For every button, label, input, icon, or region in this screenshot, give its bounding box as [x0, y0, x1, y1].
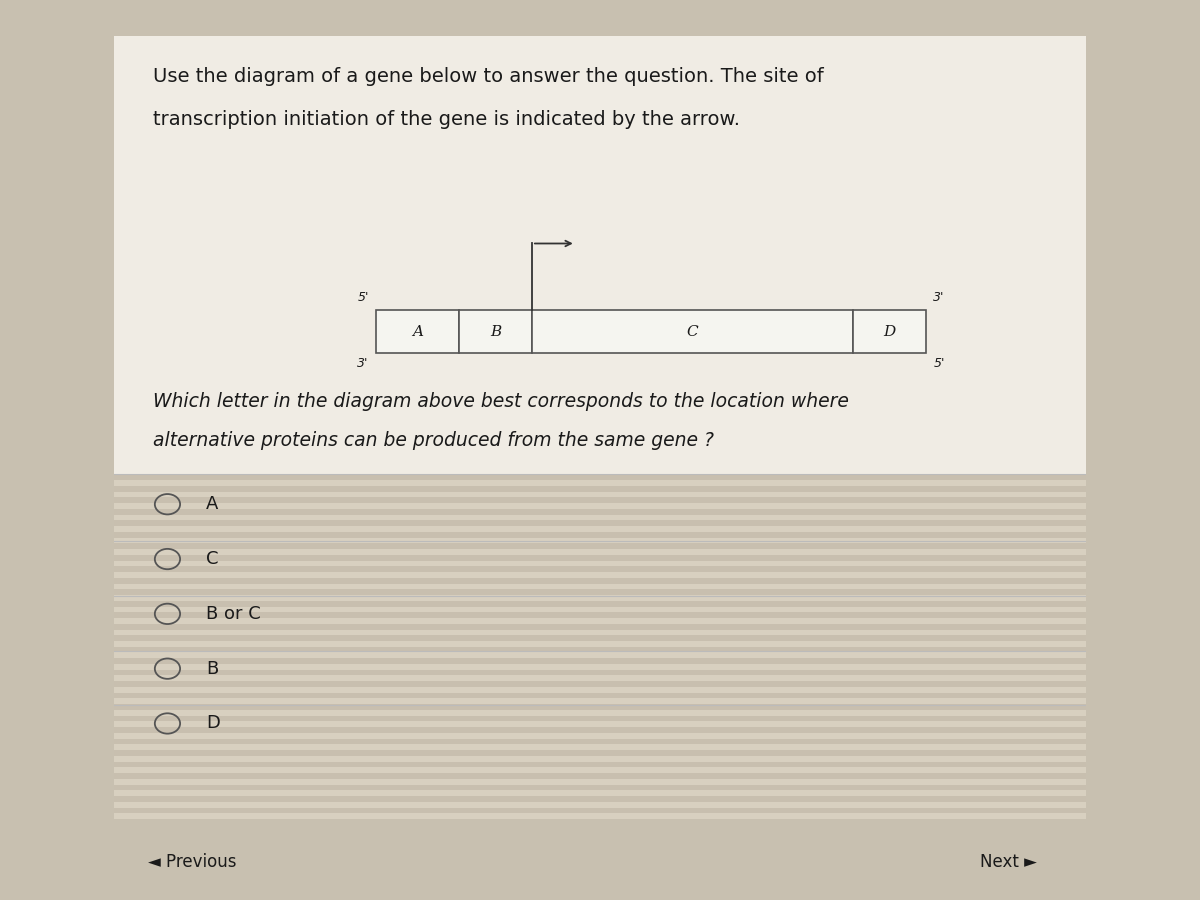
- Bar: [114, 693, 1086, 698]
- Text: 5': 5': [934, 357, 944, 370]
- Bar: [377, 310, 460, 353]
- Bar: [114, 687, 1086, 693]
- Text: B: B: [206, 660, 218, 678]
- Bar: [114, 664, 1086, 670]
- Bar: [114, 607, 1086, 612]
- Bar: [114, 508, 1086, 515]
- Bar: [114, 652, 1086, 658]
- Bar: [114, 624, 1086, 629]
- Bar: [114, 532, 1086, 537]
- Bar: [114, 561, 1086, 566]
- Bar: [114, 515, 1086, 520]
- Bar: [114, 578, 1086, 583]
- Bar: [114, 670, 1086, 675]
- Bar: [114, 773, 1086, 778]
- Bar: [114, 744, 1086, 750]
- Bar: [114, 658, 1086, 664]
- Text: Which letter in the diagram above best corresponds to the location where: Which letter in the diagram above best c…: [152, 392, 848, 411]
- Bar: [114, 756, 1086, 761]
- Bar: [114, 503, 1086, 508]
- Bar: [114, 629, 1086, 635]
- Bar: [114, 790, 1086, 796]
- Bar: [114, 612, 1086, 618]
- Bar: [114, 36, 1086, 474]
- Bar: [114, 814, 1086, 819]
- Bar: [114, 722, 1086, 727]
- Text: transcription initiation of the gene is indicated by the arrow.: transcription initiation of the gene is …: [152, 111, 740, 130]
- Bar: [114, 474, 1086, 481]
- Text: B or C: B or C: [206, 605, 262, 623]
- Bar: [114, 618, 1086, 624]
- Bar: [114, 785, 1086, 790]
- Text: 3': 3': [358, 357, 368, 370]
- Bar: [114, 498, 1086, 503]
- Bar: [114, 491, 1086, 498]
- Bar: [114, 635, 1086, 641]
- Bar: [114, 796, 1086, 802]
- Bar: [114, 750, 1086, 756]
- Bar: [114, 590, 1086, 595]
- Text: C: C: [206, 550, 218, 568]
- Bar: [114, 704, 1086, 710]
- Bar: [114, 544, 1086, 549]
- Bar: [853, 310, 925, 353]
- Bar: [114, 520, 1086, 526]
- Bar: [532, 310, 853, 353]
- Bar: [114, 572, 1086, 578]
- Bar: [114, 537, 1086, 544]
- Text: A: A: [206, 495, 218, 513]
- Text: Use the diagram of a gene below to answer the question. The site of: Use the diagram of a gene below to answe…: [152, 68, 823, 86]
- Text: alternative proteins can be produced from the same gene ?: alternative proteins can be produced fro…: [152, 431, 714, 450]
- Bar: [114, 727, 1086, 733]
- Text: ◄ Previous: ◄ Previous: [148, 853, 236, 871]
- Bar: [114, 768, 1086, 773]
- Bar: [114, 583, 1086, 590]
- Text: B: B: [490, 325, 502, 338]
- Bar: [114, 549, 1086, 555]
- Bar: [114, 675, 1086, 681]
- Text: 5': 5': [358, 291, 368, 304]
- Text: 3': 3': [934, 291, 944, 304]
- Bar: [114, 807, 1086, 814]
- Bar: [114, 778, 1086, 785]
- Bar: [114, 641, 1086, 647]
- Bar: [460, 310, 532, 353]
- Bar: [114, 595, 1086, 601]
- Bar: [114, 733, 1086, 739]
- Text: D: D: [883, 325, 895, 338]
- Bar: [114, 681, 1086, 687]
- Bar: [114, 486, 1086, 491]
- Bar: [114, 566, 1086, 572]
- Bar: [114, 526, 1086, 532]
- Bar: [114, 710, 1086, 716]
- Bar: [114, 601, 1086, 607]
- Text: Next ►: Next ►: [979, 853, 1037, 871]
- Bar: [114, 481, 1086, 486]
- Bar: [114, 761, 1086, 768]
- Bar: [114, 555, 1086, 561]
- Bar: [114, 647, 1086, 652]
- Bar: [114, 716, 1086, 722]
- Bar: [114, 698, 1086, 704]
- Bar: [114, 739, 1086, 744]
- Text: A: A: [413, 325, 424, 338]
- Text: C: C: [686, 325, 698, 338]
- Text: D: D: [206, 715, 221, 733]
- Bar: [114, 802, 1086, 807]
